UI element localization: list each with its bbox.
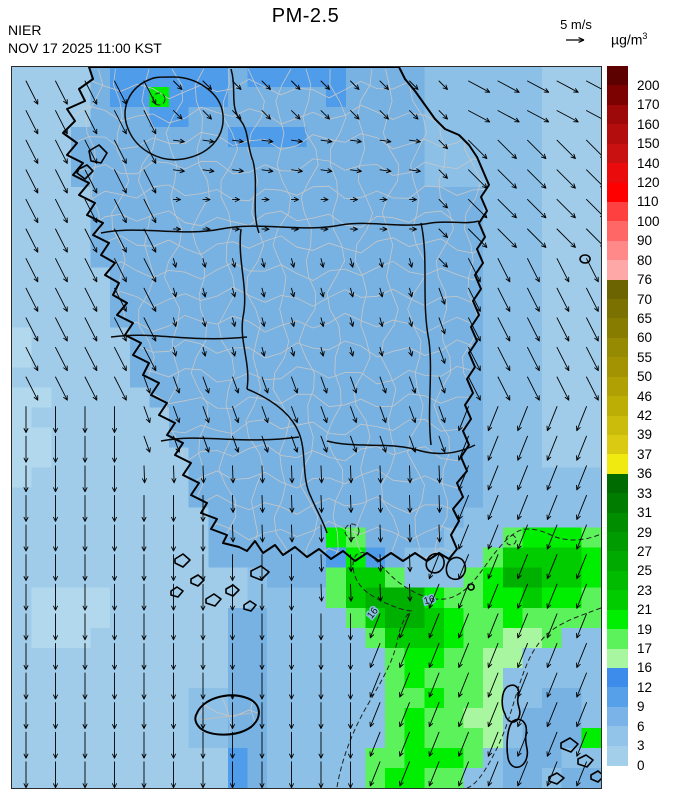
colorbar-cell <box>607 629 628 650</box>
colorbar-tick-label: 46 <box>637 388 653 404</box>
colorbar-cell <box>607 473 628 494</box>
colorbar-cell <box>607 648 628 669</box>
colorbar-tick-label: 33 <box>637 485 653 501</box>
colorbar-tick-label: 70 <box>637 291 653 307</box>
colorbar-tick-label: 21 <box>637 602 653 618</box>
colorbar-cell <box>607 667 628 688</box>
colorbar-cell <box>607 726 628 747</box>
colorbar-tick-label: 19 <box>637 621 653 637</box>
colorbar-tick-label: 31 <box>637 505 653 521</box>
colorbar-tick-label: 76 <box>637 272 653 288</box>
page-title: PM-2.5 <box>271 5 340 27</box>
colorbar-tick-label: 50 <box>637 369 653 385</box>
colorbar-cell <box>607 357 628 378</box>
colorbar-cell <box>607 434 628 455</box>
colorbar-tick-label: 150 <box>637 136 660 152</box>
colorbar-tick-label: 3 <box>637 738 645 754</box>
colorbar-cell <box>607 687 628 708</box>
colorbar-cell <box>607 396 628 417</box>
colorbar-cell <box>607 532 628 553</box>
colorbar-tick-label: 80 <box>637 252 653 268</box>
pm-field-layer <box>12 67 601 788</box>
colorbar-cell <box>607 240 628 261</box>
colorbar-cell <box>607 104 628 125</box>
colorbar-cell <box>607 279 628 300</box>
colorbar-tick-label: 42 <box>637 408 653 423</box>
colorbar-cell <box>607 415 628 436</box>
colorbar-cell <box>607 299 628 320</box>
colorbar-tick-label: 200 <box>637 77 660 93</box>
colorbar-cell <box>607 551 628 572</box>
colorbar-tick-label: 27 <box>637 543 653 559</box>
agency-label: NIER <box>8 22 42 38</box>
colorbar-tick-label: 29 <box>637 524 653 540</box>
datetime-label: NOV 17 2025 11:00 KST <box>8 40 162 56</box>
colorbar-tick-label: 9 <box>637 699 645 715</box>
colorbar-cell <box>607 66 628 87</box>
wind-reference-arrow-icon <box>566 37 585 43</box>
colorbar-cell <box>607 221 628 242</box>
colorbar-tick-label: 39 <box>637 427 653 443</box>
colorbar-cell <box>607 512 628 533</box>
colorbar-cell <box>607 143 628 164</box>
colorbar-tick-label: 36 <box>637 466 653 482</box>
colorbar-cell <box>607 454 628 475</box>
wind-reference-speed-label: 5 m/s <box>560 17 592 32</box>
colorbar-tick-label: 25 <box>637 563 653 579</box>
colorbar-tick-label: 37 <box>637 446 653 462</box>
colorbar-tick-label: 60 <box>637 330 653 346</box>
colorbar-cell <box>607 493 628 514</box>
colorbar-cell <box>607 609 628 630</box>
colorbar-cell <box>607 570 628 591</box>
colorbar-tick-label: 16 <box>637 660 653 676</box>
colorbar-tick-label: 100 <box>637 213 660 229</box>
islands-layer <box>76 144 601 785</box>
coastline-layer <box>62 67 490 736</box>
colorbar-cell <box>607 706 628 727</box>
colorbar-cell <box>607 124 628 145</box>
colorbar-tick-label: 65 <box>637 310 653 326</box>
colorbar-tick-label: 120 <box>637 175 660 190</box>
colorbar-tick-label: 0 <box>637 757 645 773</box>
colorbar-tick-label: 55 <box>637 349 653 365</box>
colorbar-cell <box>607 318 628 339</box>
colorbar-tick-label: 160 <box>637 116 660 132</box>
colorbar-cell <box>607 260 628 281</box>
colorbar-cell <box>607 337 628 358</box>
colorbar-cell <box>607 163 628 184</box>
colorbar-tick-label: 110 <box>637 194 659 210</box>
colorbar-tick-label: 170 <box>637 97 660 113</box>
colorbar-cell <box>607 182 628 203</box>
colorbar-cell <box>607 85 628 106</box>
colorbar-tick-label: 17 <box>637 641 653 656</box>
colorbar-tick-label: 90 <box>637 233 653 249</box>
colorbar-tick-label: 6 <box>637 718 645 734</box>
colorbar-cell <box>607 201 628 222</box>
colorbar-cell <box>607 745 628 766</box>
units-label: µg/m3 <box>611 31 648 48</box>
colorbar-tick-label: 140 <box>637 155 660 171</box>
colorbar-tick-label: 23 <box>637 582 653 598</box>
wind-arrows-layer <box>23 80 601 788</box>
colorbar-cell <box>607 590 628 611</box>
colorbar: 200 170 160 150 140 120 110 100 90 80 76 70 65 60 55 50… <box>607 66 673 773</box>
colorbar-cell <box>607 376 628 397</box>
colorbar-tick-label: 12 <box>637 679 653 695</box>
